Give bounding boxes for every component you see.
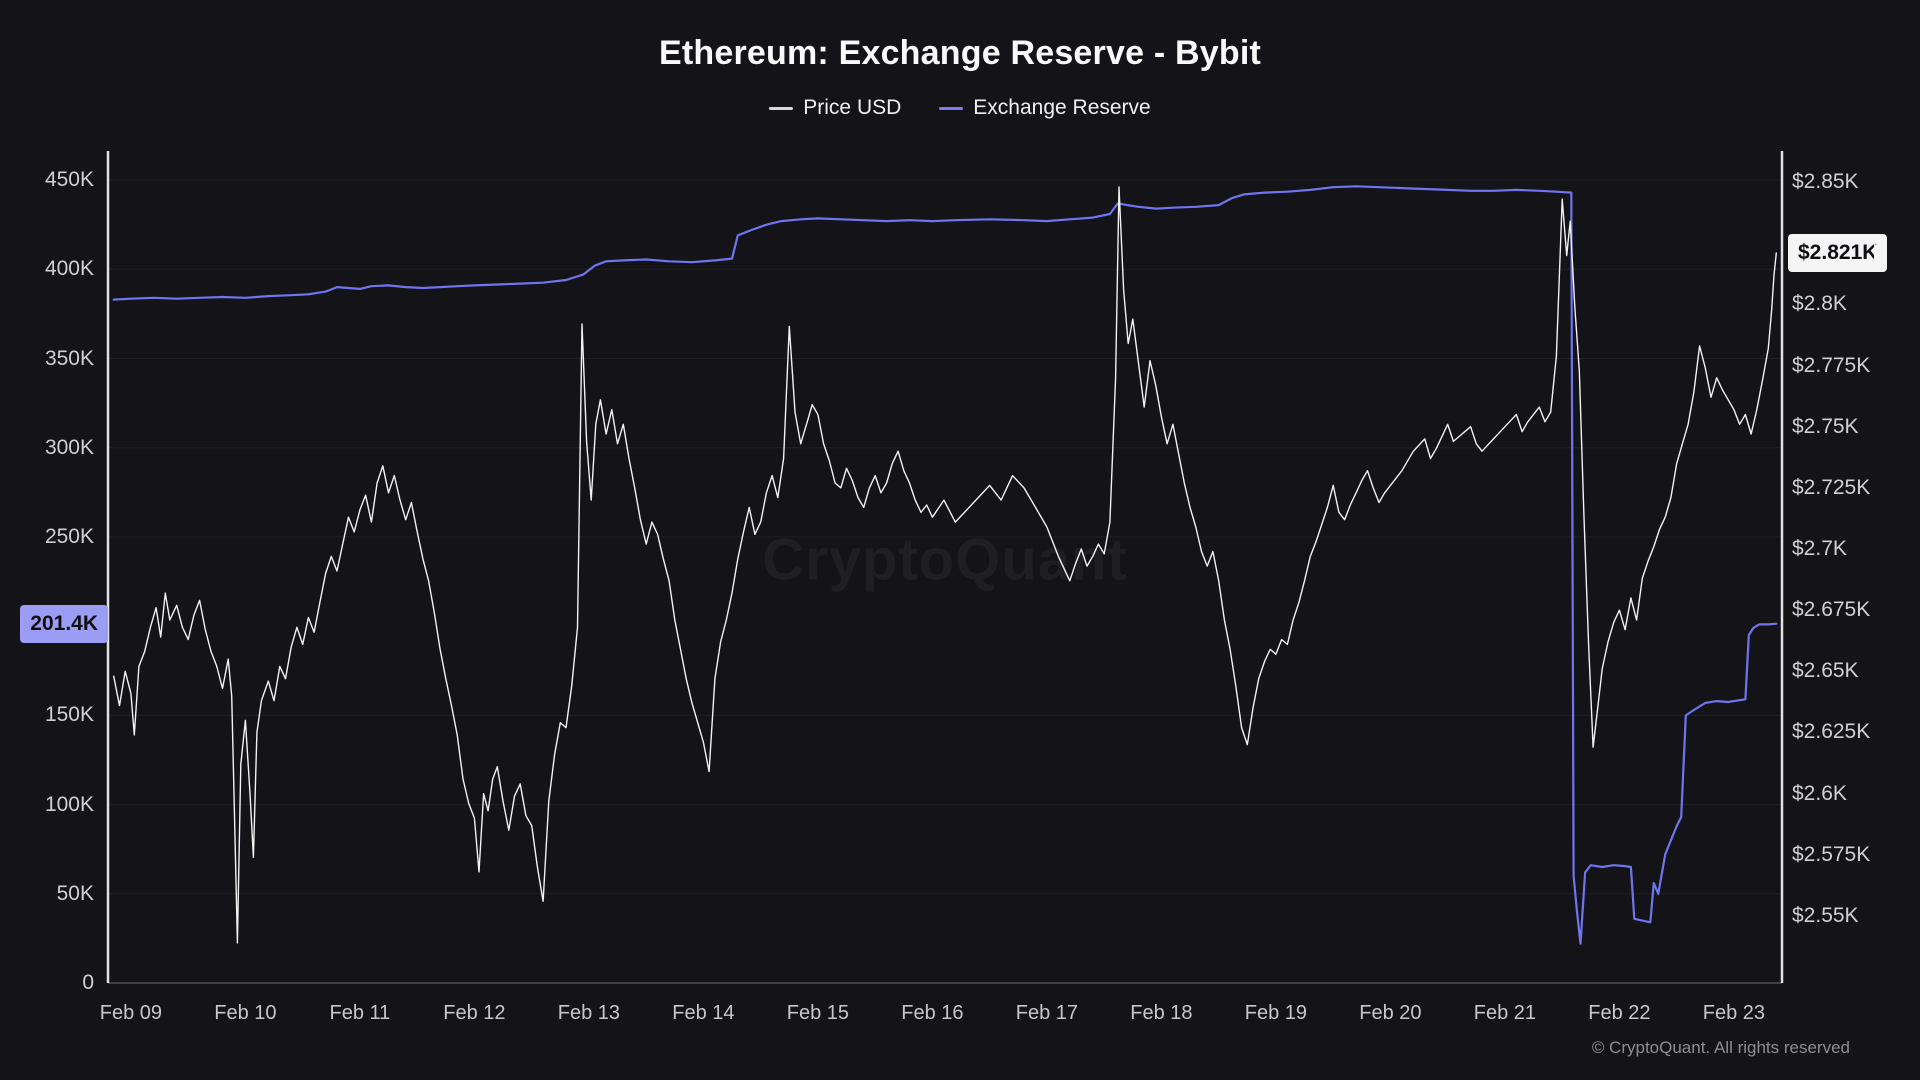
left-axis-tick: 250K <box>44 524 94 548</box>
chart-title: Ethereum: Exchange Reserve - Bybit <box>659 34 1261 72</box>
right-axis-tick: $2.65K <box>1792 659 1859 683</box>
right-axis-tick: $2.625K <box>1792 720 1871 744</box>
left-axis-tick: 300K <box>44 435 94 459</box>
legend-label-price-usd: Price USD <box>803 96 902 119</box>
reserve-line-swatch-icon <box>939 106 964 110</box>
right-axis-tick: $2.85K <box>1792 170 1859 194</box>
right-axis-tick: $2.675K <box>1792 598 1871 622</box>
left-axis: 450K 400K 350K 300K 250K 150K 100K 50K 0 <box>0 0 108 1080</box>
right-axis: $2.85K $2.8K $2.775K $2.75K $2.725K $2.7K $2.6… <box>1792 0 1920 1080</box>
right-axis-tick: $2.75K <box>1792 414 1859 438</box>
legend-item-price-usd[interactable]: Price USD <box>769 96 901 120</box>
price-current-value-badge: $2.821K <box>1788 234 1888 272</box>
right-axis-tick: $2.775K <box>1792 353 1871 377</box>
price-line-swatch-icon <box>769 106 794 110</box>
right-axis-tick: $2.6K <box>1792 781 1847 805</box>
left-axis-tick: 350K <box>44 346 94 370</box>
left-axis-tick: 50K <box>56 881 94 905</box>
left-axis-tick: 100K <box>44 792 94 816</box>
legend-item-exchange-reserve[interactable]: Exchange Reserve <box>939 96 1151 120</box>
right-axis-tick: $2.55K <box>1792 903 1859 927</box>
left-axis-tick: 150K <box>44 703 94 727</box>
reserve-current-value-badge: 201.4K <box>20 604 108 643</box>
latest-price-pointer-icon <box>1874 244 1887 262</box>
legend-label-exchange-reserve: Exchange Reserve <box>973 96 1151 119</box>
chart-legend: Price USD Exchange Reserve <box>0 96 1920 120</box>
right-axis-tick: $2.7K <box>1792 537 1847 561</box>
series-line-exchange-reserve <box>112 185 1778 945</box>
copyright-footer: © CryptoQuant. All rights reserved <box>1591 1038 1850 1057</box>
right-axis-tick: $2.575K <box>1792 842 1871 866</box>
series-line-price-usd <box>112 186 1778 944</box>
left-axis-tick: 400K <box>44 257 94 281</box>
right-axis-tick: $2.725K <box>1792 475 1871 499</box>
left-axis-tick: 450K <box>44 168 94 192</box>
right-axis-tick: $2.8K <box>1792 292 1847 316</box>
left-axis-tick: 0 <box>82 971 94 994</box>
